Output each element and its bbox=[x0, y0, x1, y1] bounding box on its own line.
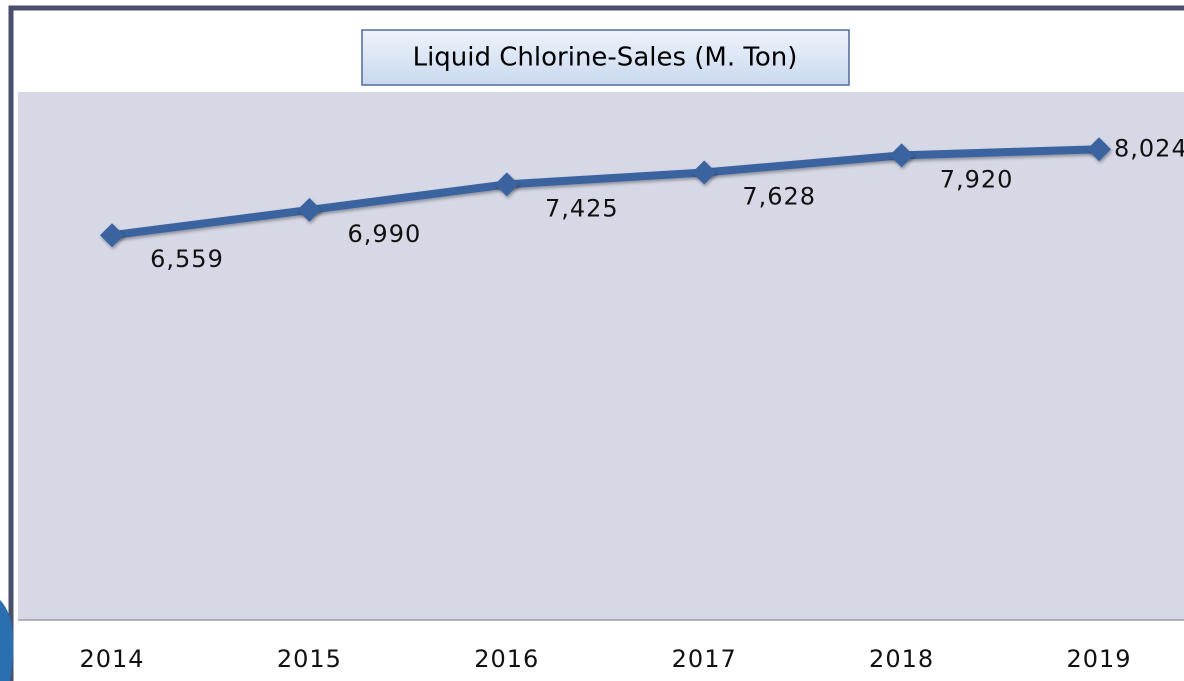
data-label: 6,559 bbox=[150, 245, 224, 273]
x-tick-label: 2018 bbox=[869, 645, 934, 673]
x-tick-label: 2014 bbox=[79, 645, 144, 673]
data-label: 7,425 bbox=[545, 194, 619, 222]
x-tick-label: 2016 bbox=[474, 645, 539, 673]
data-label: 8,024 bbox=[1114, 134, 1184, 162]
chart: Liquid Chlorine-Sales (M. Ton) 6,559 6,99… bbox=[0, 0, 1184, 681]
chart-title: Liquid Chlorine-Sales (M. Ton) bbox=[413, 43, 798, 73]
x-tick-label: 2017 bbox=[672, 645, 737, 673]
x-tick-label: 2019 bbox=[1066, 645, 1131, 673]
x-tick-label: 2015 bbox=[277, 645, 342, 673]
data-label: 7,628 bbox=[742, 182, 816, 210]
page: Liquid Chlorine-Sales (M. Ton) 6,559 6,99… bbox=[0, 0, 1184, 681]
data-label: 6,990 bbox=[348, 220, 422, 248]
data-label: 7,920 bbox=[940, 165, 1014, 193]
